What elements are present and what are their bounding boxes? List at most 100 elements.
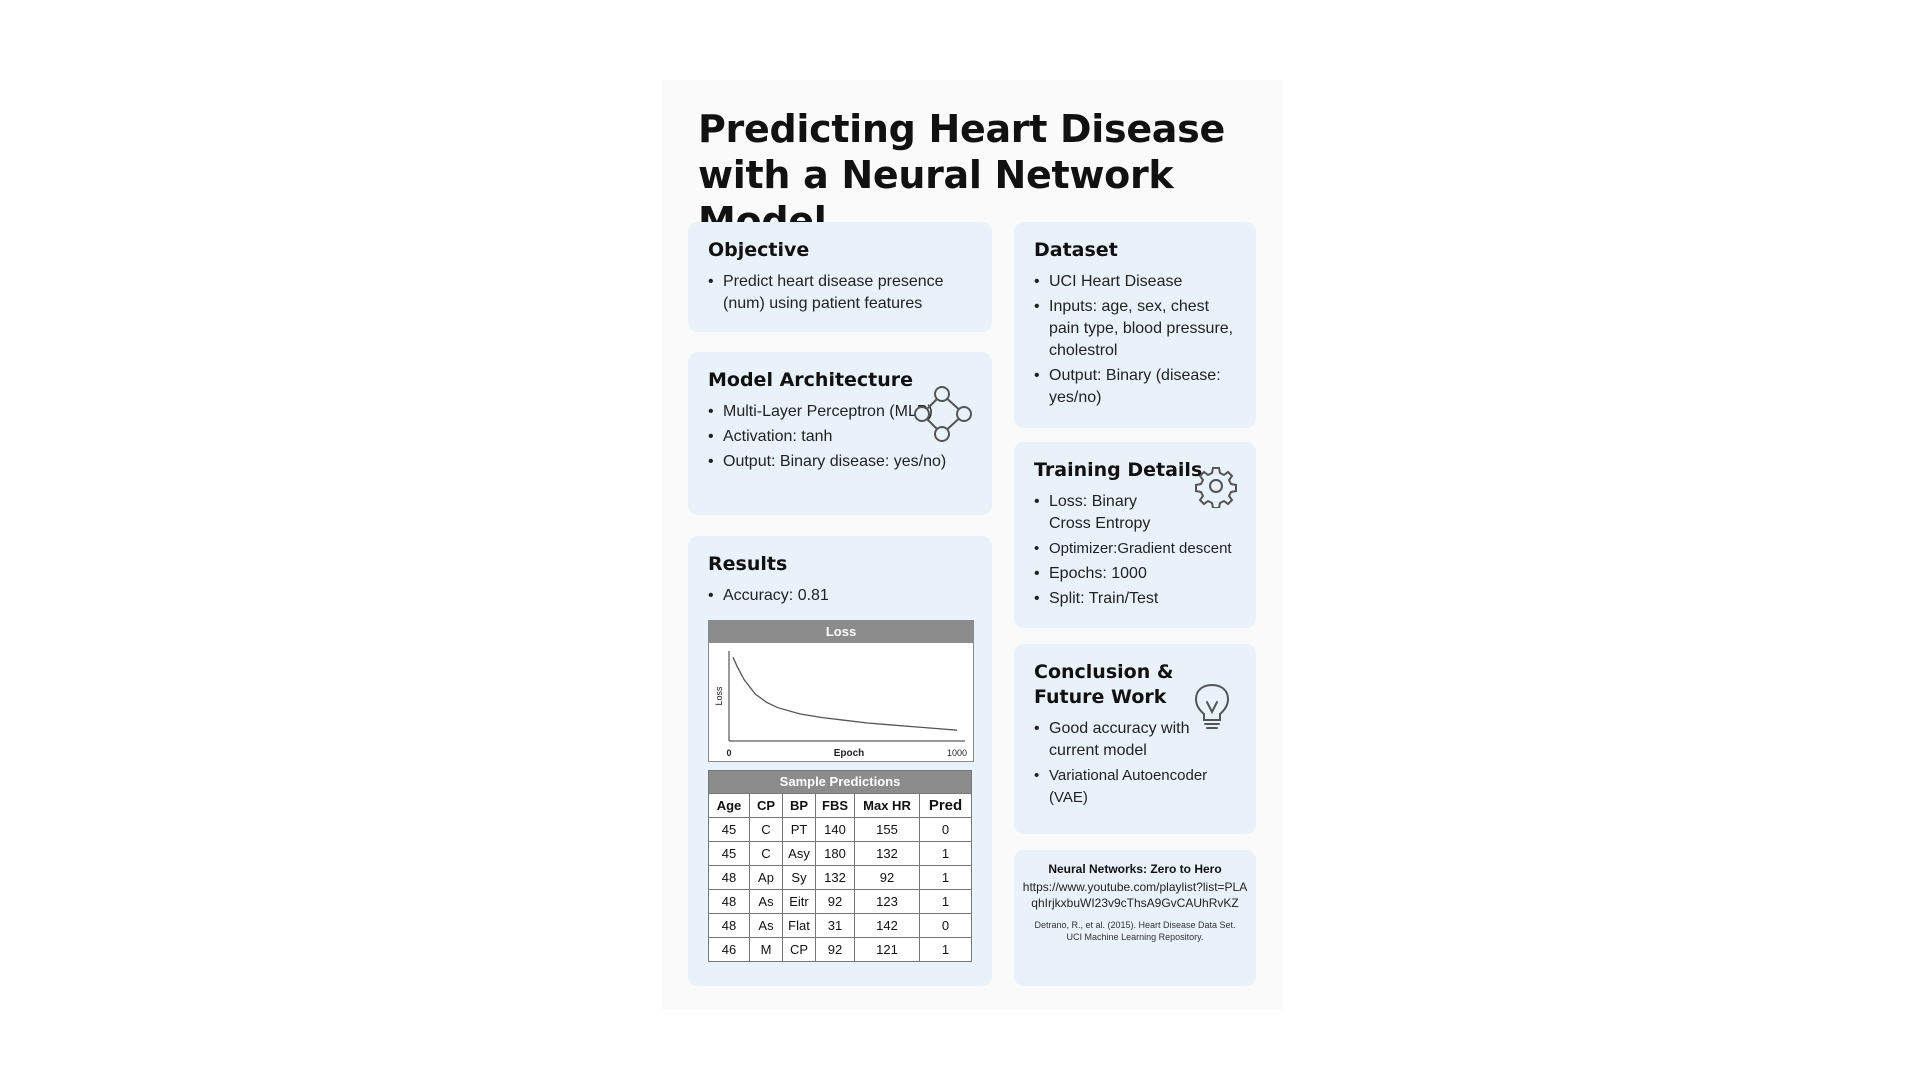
- citation-line: UCI Machine Learning Repository.: [1066, 932, 1204, 942]
- table-cell: 123: [854, 889, 920, 914]
- objective-card: Objective Predict heart disease presence…: [688, 222, 992, 332]
- table-cell: 48: [708, 889, 750, 914]
- list-item: Output: Binary disease: yes/no): [708, 451, 948, 473]
- model-architecture-card: Model Architecture Multi-Layer Perceptro…: [688, 352, 992, 515]
- list-item: Split: Train/Test: [1034, 588, 1236, 610]
- playlist-link[interactable]: https://www.youtube.com/playlist?list=PL…: [1022, 880, 1248, 910]
- network-graph-icon: [914, 386, 972, 442]
- table-cell: Flat: [782, 913, 816, 938]
- training-heading: Training Details: [1034, 459, 1203, 481]
- list-item: Loss: Binary Cross Entropy: [1034, 491, 1169, 535]
- chart-title: Loss: [709, 621, 973, 643]
- table-cell: 92: [815, 937, 855, 962]
- list-item: Optimizer:Gradient descent: [1034, 538, 1236, 560]
- references-card: Neural Networks: Zero to Hero https://ww…: [1014, 850, 1256, 986]
- column-header: CP: [749, 793, 783, 818]
- dataset-heading: Dataset: [1034, 239, 1118, 261]
- table-cell: C: [749, 817, 783, 842]
- table-cell: M: [749, 937, 783, 962]
- table-cell: 132: [854, 841, 920, 866]
- training-list: Loss: Binary Cross Entropy Optimizer:Gra…: [1034, 491, 1236, 610]
- objective-list: Predict heart disease presence (num) usi…: [708, 271, 972, 315]
- table-cell: 31: [815, 913, 855, 938]
- citation: Detrano, R., et al. (2015). Heart Diseas…: [1020, 919, 1250, 943]
- list-item: Inputs: age, sex, chest pain type, blood…: [1034, 296, 1236, 362]
- table-cell: 1: [919, 865, 972, 890]
- table-row: 46 M CP 92 121 1: [708, 937, 972, 962]
- table-cell: 0: [919, 913, 972, 938]
- table-cell: 132: [815, 865, 855, 890]
- conclusion-heading: Conclusion & Future Work: [1034, 661, 1174, 708]
- table-cell: Eitr: [782, 889, 816, 914]
- table-cell: As: [749, 889, 783, 914]
- table-cell: 140: [815, 817, 855, 842]
- table-cell: 92: [854, 865, 920, 890]
- model-heading: Model Architecture: [708, 369, 914, 391]
- table-cell: 1: [919, 889, 972, 914]
- sample-predictions-table: Sample Predictions Age CP BP FBS Max HR …: [708, 770, 972, 962]
- table-row: 45 C PT 140 155 0: [708, 817, 972, 842]
- page-title: Predicting Heart Disease with a Neural N…: [698, 107, 1225, 243]
- reference-title: Neural Networks: Zero to Hero: [1048, 862, 1222, 876]
- table-cell: 180: [815, 841, 855, 866]
- list-item: Predict heart disease presence (num) usi…: [708, 271, 972, 315]
- results-heading: Results: [708, 553, 788, 575]
- table-cell: 155: [854, 817, 920, 842]
- table-row: 48 As Flat 31 142 0: [708, 913, 972, 938]
- table-cell: As: [749, 913, 783, 938]
- model-list: Multi-Layer Perceptron (MLP) Activation:…: [708, 401, 948, 473]
- x-tick-start: 0: [726, 748, 731, 758]
- training-details-card: Training Details Loss: Binary Cross Entr…: [1014, 442, 1256, 628]
- citation-line: Detrano, R., et al. (2015). Heart Diseas…: [1034, 920, 1236, 930]
- loss-chart-plot: Loss Epoch 0 1000: [714, 651, 967, 759]
- table-cell: 1: [919, 841, 972, 866]
- results-list: Accuracy: 0.81: [708, 585, 972, 607]
- list-item: Multi-Layer Perceptron (MLP): [708, 401, 948, 423]
- table-title: Sample Predictions: [708, 770, 972, 793]
- table-cell: CP: [782, 937, 816, 962]
- list-item: Output: Binary (disease: yes/no): [1034, 365, 1236, 409]
- table-cell: 1: [919, 937, 972, 962]
- table-row: 48 As Eitr 92 123 1: [708, 889, 972, 914]
- table-cell: Ap: [749, 865, 783, 890]
- conclusion-list: Good accuracy with current model Variati…: [1034, 718, 1236, 809]
- table-row: 45 C Asy 180 132 1: [708, 841, 972, 866]
- column-header: Age: [708, 793, 750, 818]
- dataset-card: Dataset UCI Heart Disease Inputs: age, s…: [1014, 222, 1256, 428]
- loss-series-line: [732, 657, 958, 731]
- table-row: 48 Ap Sy 132 92 1: [708, 865, 972, 890]
- poster: Predicting Heart Disease with a Neural N…: [662, 80, 1283, 1010]
- table-cell: 45: [708, 817, 750, 842]
- table-cell: 142: [854, 913, 920, 938]
- table-cell: 45: [708, 841, 750, 866]
- list-item: Variational Autoencoder (VAE): [1034, 765, 1229, 809]
- conclusion-card: Conclusion & Future Work Good accuracy w…: [1014, 644, 1256, 834]
- table-cell: 48: [708, 865, 750, 890]
- table-cell: 48: [708, 913, 750, 938]
- list-item: Accuracy: 0.81: [708, 585, 972, 607]
- loss-chart: Loss Loss Epoch 0 1000: [708, 620, 974, 762]
- table-cell: PT: [782, 817, 816, 842]
- results-card: Results Accuracy: 0.81 Loss Loss Epoch 0…: [688, 536, 992, 986]
- gear-icon: [1195, 467, 1237, 508]
- lightbulb-icon: [1194, 683, 1230, 729]
- dataset-list: UCI Heart Disease Inputs: age, sex, ches…: [1034, 271, 1236, 409]
- objective-heading: Objective: [708, 239, 810, 261]
- x-axis-label: Epoch: [834, 748, 865, 759]
- list-item: Good accuracy with current model: [1034, 718, 1199, 762]
- y-axis-label: Loss: [714, 686, 724, 706]
- table-cell: 0: [919, 817, 972, 842]
- column-header: Pred: [919, 793, 972, 818]
- table-header-row: Age CP BP FBS Max HR Pred: [708, 793, 972, 818]
- table-cell: Asy: [782, 841, 816, 866]
- column-header: Max HR: [854, 793, 920, 818]
- x-tick-end: 1000: [947, 748, 967, 758]
- table-cell: C: [749, 841, 783, 866]
- list-item: UCI Heart Disease: [1034, 271, 1236, 293]
- column-header: FBS: [815, 793, 855, 818]
- list-item: Epochs: 1000: [1034, 563, 1236, 585]
- table-cell: Sy: [782, 865, 816, 890]
- table-cell: 46: [708, 937, 750, 962]
- list-item: Activation: tanh: [708, 426, 948, 448]
- column-header: BP: [782, 793, 816, 818]
